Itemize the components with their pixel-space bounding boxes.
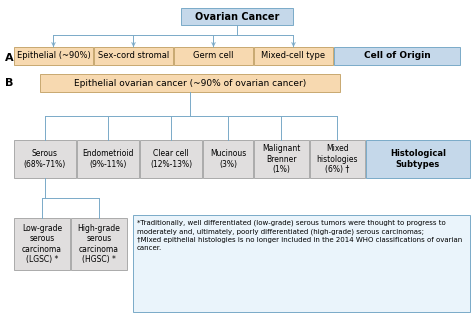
Bar	[181, 8, 293, 25]
Bar	[334, 47, 460, 65]
Bar	[254, 140, 309, 178]
Bar	[254, 47, 333, 65]
Bar	[140, 140, 202, 178]
Bar	[14, 47, 93, 65]
Bar	[310, 140, 365, 178]
Text: A: A	[5, 53, 14, 63]
Bar	[14, 218, 70, 270]
Bar	[40, 74, 340, 92]
Bar	[366, 140, 470, 178]
Text: Malignant
Brenner
(1%): Malignant Brenner (1%)	[262, 144, 301, 174]
Bar	[203, 140, 253, 178]
Text: Low-grade
serous
carcinoma
(LGSC) *: Low-grade serous carcinoma (LGSC) *	[22, 224, 62, 264]
Bar	[94, 47, 173, 65]
Bar	[133, 215, 470, 312]
Text: Serous
(68%-71%): Serous (68%-71%)	[24, 149, 66, 169]
Text: Germ cell: Germ cell	[193, 52, 234, 60]
Text: Cell of Origin: Cell of Origin	[364, 52, 430, 60]
Bar	[14, 140, 76, 178]
Text: Clear cell
(12%-13%): Clear cell (12%-13%)	[150, 149, 192, 169]
Text: Epithelial ovarian cancer (~90% of ovarian cancer): Epithelial ovarian cancer (~90% of ovari…	[74, 79, 306, 87]
Text: Mixed-cell type: Mixed-cell type	[262, 52, 326, 60]
Text: *Traditionally, well differentiated (low-grade) serous tumors were thought to pr: *Traditionally, well differentiated (low…	[137, 220, 462, 251]
Text: Endometrioid
(9%-11%): Endometrioid (9%-11%)	[82, 149, 134, 169]
Text: Histological
Subtypes: Histological Subtypes	[390, 149, 446, 169]
Text: Epithelial (~90%): Epithelial (~90%)	[17, 52, 91, 60]
Text: Mucinous
(3%): Mucinous (3%)	[210, 149, 246, 169]
Text: B: B	[5, 78, 13, 88]
Text: Mixed
histologies
(6%) †: Mixed histologies (6%) †	[317, 144, 358, 174]
Text: Sex-cord stromal: Sex-cord stromal	[98, 52, 169, 60]
Bar	[71, 218, 127, 270]
Bar	[77, 140, 139, 178]
Text: Ovarian Cancer: Ovarian Cancer	[195, 11, 279, 22]
Text: High-grade
serous
carcinoma
(HGSC) *: High-grade serous carcinoma (HGSC) *	[78, 224, 120, 264]
Bar	[174, 47, 253, 65]
